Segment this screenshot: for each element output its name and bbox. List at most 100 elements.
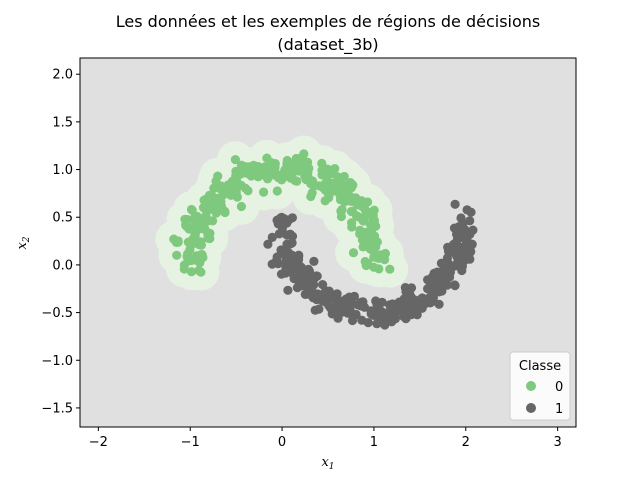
x-tick-label: 0	[278, 435, 286, 450]
y-tick-label: 0.5	[52, 211, 73, 226]
point-class-0	[347, 206, 358, 216]
point-class-0	[272, 186, 282, 196]
point-class-0	[233, 181, 243, 191]
point-class-1	[287, 213, 297, 223]
point-class-0	[279, 167, 290, 177]
legend-label-1: 1	[555, 402, 563, 417]
point-class-0	[348, 248, 359, 258]
x-tick-label: −2	[89, 435, 108, 450]
point-class-0	[202, 216, 212, 227]
point-class-1	[409, 298, 419, 308]
point-class-0	[259, 187, 269, 197]
point-class-1	[457, 265, 467, 276]
point-class-0	[183, 215, 193, 225]
point-class-0	[216, 197, 226, 207]
point-class-1	[267, 259, 277, 269]
point-class-1	[452, 229, 462, 239]
chart-title-line1: Les données et les exemples de régions d…	[116, 12, 540, 31]
point-class-0	[194, 265, 204, 276]
point-class-0	[294, 166, 304, 176]
point-class-1	[318, 280, 328, 290]
point-class-1	[403, 308, 413, 318]
point-class-0	[369, 252, 379, 262]
legend-marker-0	[526, 381, 536, 391]
y-tick-label: −1.0	[41, 354, 73, 369]
point-class-1	[276, 269, 287, 279]
point-class-1	[452, 259, 462, 269]
point-class-0	[277, 175, 287, 185]
point-class-0	[317, 170, 327, 180]
point-class-1	[347, 299, 357, 309]
point-class-1	[282, 239, 292, 249]
point-class-1	[375, 313, 385, 323]
point-class-0	[303, 167, 313, 177]
point-class-1	[432, 280, 442, 290]
point-class-1	[273, 219, 283, 229]
point-class-1	[391, 304, 401, 314]
x-axis-label-sub: 1	[329, 462, 335, 472]
point-class-1	[452, 252, 462, 262]
point-class-0	[358, 216, 368, 226]
point-class-0	[260, 166, 270, 176]
x-tick-label: 2	[462, 435, 470, 450]
y-tick-label: −1.5	[41, 401, 73, 416]
point-class-1	[443, 246, 454, 256]
point-class-0	[295, 153, 305, 163]
point-class-1	[401, 287, 411, 297]
chart-title-line2: (dataset_3b)	[277, 35, 378, 55]
point-class-1	[465, 216, 475, 226]
point-class-0	[220, 207, 230, 218]
x-tick-label: 1	[370, 435, 378, 450]
point-class-0	[250, 167, 260, 177]
point-class-0	[368, 215, 378, 225]
x-tick-label: 3	[553, 435, 561, 450]
point-class-1	[450, 281, 460, 291]
point-class-1	[324, 286, 334, 296]
point-class-1	[289, 274, 299, 284]
point-class-1	[331, 295, 341, 305]
point-class-1	[285, 261, 295, 271]
point-class-0	[192, 211, 202, 221]
point-class-1	[390, 314, 400, 324]
x-axis-label: x1	[321, 455, 334, 472]
x-axis-ticks: −2 −1 0 1 2 3	[89, 427, 562, 450]
legend-title: Classe	[519, 359, 561, 374]
point-class-0	[307, 188, 317, 198]
point-class-0	[363, 230, 374, 240]
point-class-0	[194, 240, 204, 250]
point-class-1	[467, 239, 477, 249]
point-class-0	[182, 249, 193, 259]
point-class-0	[361, 260, 371, 271]
point-class-1	[309, 256, 319, 266]
point-class-0	[301, 175, 311, 185]
point-class-0	[213, 171, 223, 181]
point-class-0	[347, 218, 357, 228]
point-class-1	[468, 225, 478, 235]
point-class-0	[333, 172, 343, 182]
x-axis-label-base: x	[321, 455, 329, 470]
point-class-1	[460, 247, 471, 257]
y-tick-label: 1.5	[52, 115, 73, 130]
point-class-1	[444, 259, 454, 269]
point-class-0	[230, 155, 240, 165]
point-class-0	[179, 264, 189, 274]
point-class-1	[333, 313, 343, 323]
point-class-0	[183, 256, 193, 266]
point-class-0	[186, 267, 197, 277]
point-class-1	[267, 232, 277, 242]
point-class-1	[272, 252, 282, 262]
point-class-0	[190, 219, 200, 229]
point-class-0	[262, 153, 272, 163]
legend: Classe 0 1	[509, 351, 571, 421]
scatter-points	[169, 149, 478, 330]
plot-background	[80, 58, 576, 427]
point-class-0	[309, 181, 319, 191]
point-class-1	[466, 207, 476, 217]
point-class-0	[270, 159, 280, 169]
point-class-1	[366, 309, 376, 319]
legend-box	[509, 351, 571, 421]
point-class-1	[399, 294, 409, 304]
point-class-1	[371, 296, 381, 306]
point-class-0	[204, 205, 214, 215]
